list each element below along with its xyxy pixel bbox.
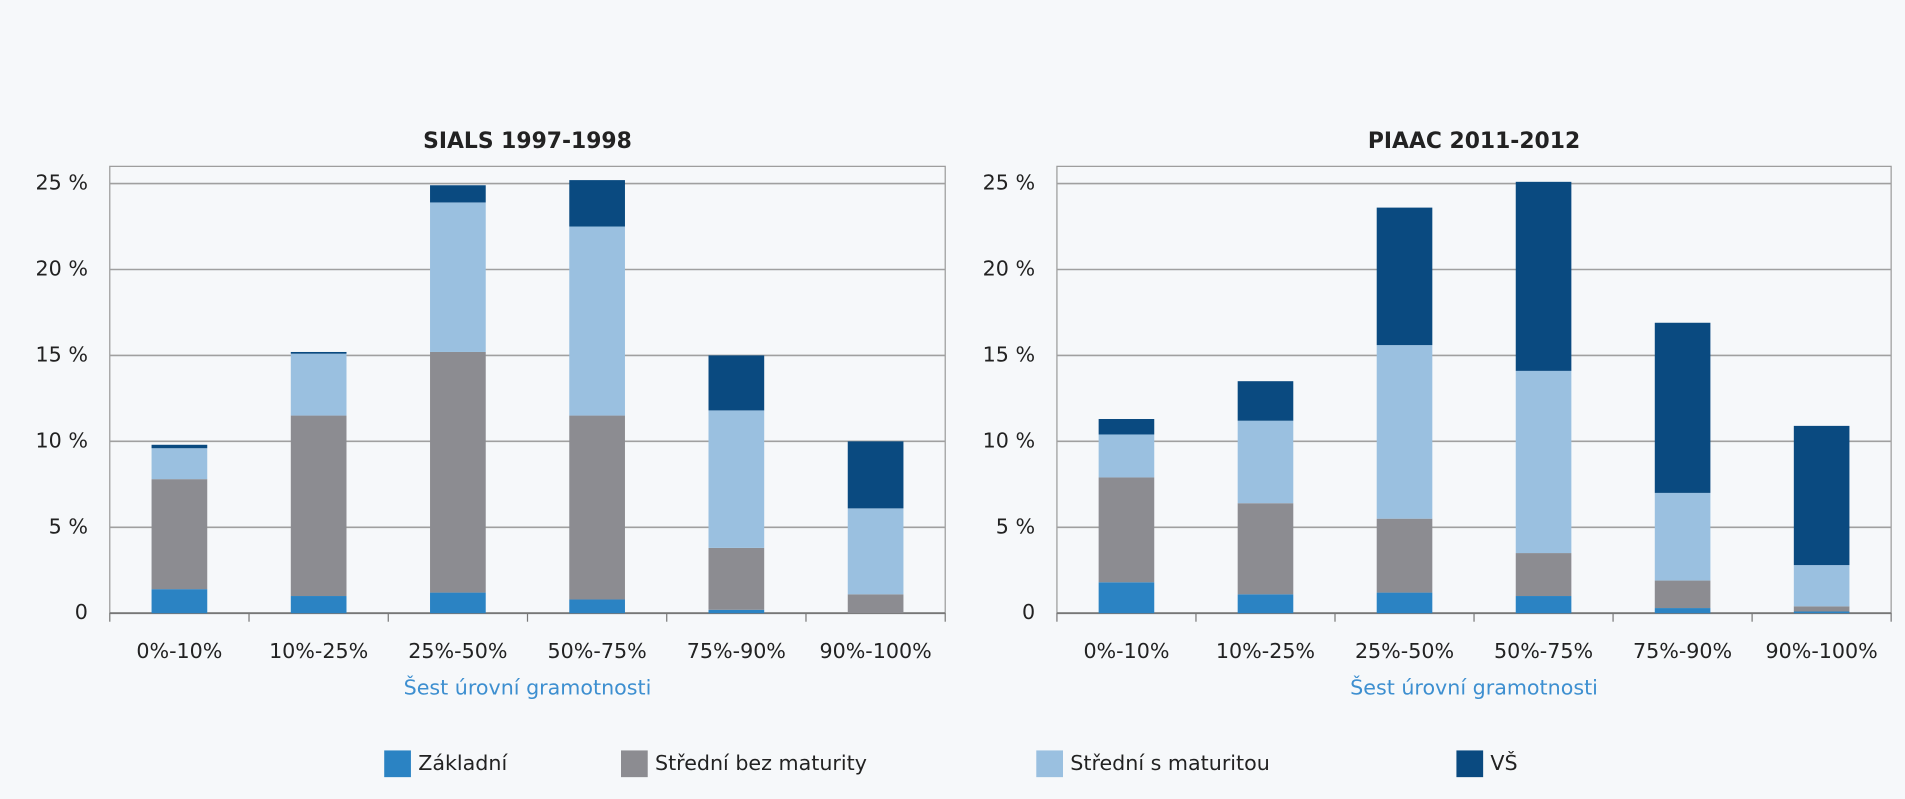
x-tick-label: 75%-90% <box>687 639 786 663</box>
x-axis-title: Šest úrovní gramotnosti <box>404 675 652 700</box>
bar-segment <box>1793 425 1850 566</box>
bar-segment <box>151 589 208 614</box>
bar-segment <box>1515 553 1572 597</box>
bar-segment <box>151 479 208 590</box>
bar-segment <box>1376 345 1433 519</box>
bar-segment <box>1376 518 1433 593</box>
bar-segment <box>847 441 904 509</box>
x-tick-label: 75%-90% <box>1633 639 1732 663</box>
bar-segment <box>1098 582 1155 614</box>
y-tick-label: 20 % <box>983 256 1035 280</box>
bar-segment <box>430 351 486 593</box>
bar-segment <box>290 353 347 416</box>
bar-segment <box>569 599 625 614</box>
legend-swatch <box>1036 750 1063 778</box>
bar-segment <box>569 226 625 416</box>
y-tick-label: 25 % <box>983 171 1035 195</box>
bar-segment <box>1515 181 1572 371</box>
bar-segment <box>430 202 486 352</box>
legend-label: Střední s maturitou <box>1070 751 1270 775</box>
bar-segment <box>708 355 765 411</box>
bar-segment <box>1098 419 1155 435</box>
bar-segment <box>290 596 347 614</box>
y-tick-label: 5 % <box>996 514 1035 538</box>
bar-segment <box>1515 596 1572 614</box>
x-tick-label: 50%-75% <box>1494 639 1593 663</box>
bar-segment <box>1098 434 1155 478</box>
bar-segment <box>1237 381 1294 421</box>
bar-segment <box>151 444 208 449</box>
bar-segment <box>430 185 486 203</box>
x-tick-label: 0%-10% <box>1083 639 1169 663</box>
chart-title: SIALS 1997-1998 <box>423 129 632 154</box>
bar-segment <box>708 410 765 548</box>
bar-segment <box>569 180 625 227</box>
bar-segment <box>1237 420 1294 504</box>
y-tick-label: 10 % <box>983 428 1035 452</box>
legend-swatch <box>384 750 411 778</box>
x-tick-label: 90%-100% <box>819 639 931 663</box>
bar-segment <box>1237 503 1294 595</box>
bar-segment <box>1793 611 1850 614</box>
x-tick-label: 10%-25% <box>1216 639 1315 663</box>
chart-title: PIAAC 2011-2012 <box>1368 129 1580 154</box>
bar-segment <box>1654 492 1711 581</box>
bar-segment <box>847 508 904 595</box>
bar-segment <box>1654 580 1711 609</box>
legend-swatch <box>621 750 648 778</box>
bar-segment <box>1654 322 1711 493</box>
bar-segment <box>1376 592 1433 614</box>
bar-segment <box>290 415 347 597</box>
y-tick-label: 10 % <box>36 428 88 452</box>
x-tick-label: 25%-50% <box>1355 639 1454 663</box>
bar-segment <box>1376 207 1433 346</box>
x-tick-label: 25%-50% <box>408 639 507 663</box>
bar-segment <box>1793 606 1850 612</box>
bar-segment <box>151 448 208 480</box>
x-axis-title: Šest úrovní gramotnosti <box>1350 675 1598 700</box>
legend-label: Střední bez maturity <box>655 751 867 775</box>
x-tick-label: 50%-75% <box>548 639 647 663</box>
bar-segment <box>290 351 347 354</box>
y-tick-label: 15 % <box>983 342 1035 366</box>
y-tick-label: 25 % <box>36 171 88 195</box>
x-tick-label: 0%-10% <box>136 639 222 663</box>
bar-segment <box>1098 477 1155 583</box>
legend-label: Základní <box>418 751 508 775</box>
y-tick-label: 15 % <box>36 342 88 366</box>
y-tick-label: 5 % <box>49 514 88 538</box>
legend-swatch <box>1456 750 1484 778</box>
bar-segment <box>1654 608 1711 614</box>
bar-segment <box>708 547 765 610</box>
bar-segment <box>569 415 625 600</box>
y-tick-label: 0 <box>1022 600 1035 624</box>
x-tick-label: 90%-100% <box>1766 639 1878 663</box>
bar-segment <box>847 594 904 614</box>
bar-segment <box>1515 370 1572 554</box>
bar-segment <box>1793 565 1850 607</box>
x-tick-label: 10%-25% <box>269 639 368 663</box>
bar-segment <box>1237 594 1294 614</box>
legend-label: VŠ <box>1490 750 1517 775</box>
y-tick-label: 20 % <box>36 256 88 280</box>
bar-segment <box>430 592 486 614</box>
bar-segment <box>708 609 765 614</box>
y-tick-label: 0 <box>75 600 88 624</box>
